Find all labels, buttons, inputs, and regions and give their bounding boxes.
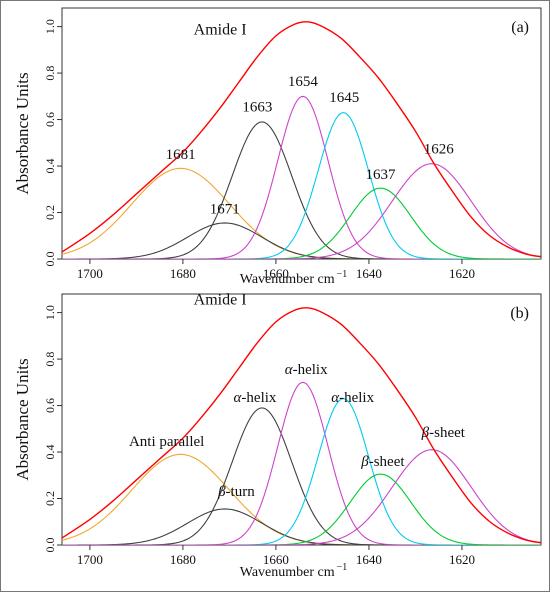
component-curve-4: [62, 112, 541, 259]
component-label-4: α-helix: [331, 390, 374, 406]
panel-label: (a): [511, 19, 529, 36]
panel-b: 1700 1680 1660 1640 1620 0.0 0.2 0.4 0.6 0.8 1.0 Wa…: [13, 291, 542, 580]
x-tick-label: 1640: [356, 266, 382, 281]
component-label-2: α-helix: [234, 390, 277, 406]
x-axis-label-text: Wavenumber cm: [240, 565, 335, 580]
x-axis-label-exponent: −1: [337, 269, 348, 280]
component-curve-6: [62, 163, 541, 259]
y-tick-label: 0.0: [43, 538, 57, 553]
component-label-text: -helix: [339, 390, 374, 406]
y-tick-label: 0.2: [43, 205, 57, 220]
x-tick-label: 1680: [170, 552, 196, 567]
component-label-2: 1663: [242, 99, 272, 115]
y-tick-label: 1.0: [43, 305, 57, 320]
y-tick-label: 0.8: [43, 66, 57, 81]
component-label-4: 1645: [329, 90, 359, 106]
component-curve-5: [62, 187, 541, 259]
y-tick-label: 0.8: [43, 352, 57, 367]
envelope-curve: [62, 21, 541, 258]
x-tick-label: 1620: [449, 266, 475, 281]
component-label-greek: β: [421, 425, 430, 441]
panel-label: (b): [510, 305, 529, 322]
component-label-text: -helix: [293, 362, 328, 378]
component-label-greek: α: [285, 362, 294, 378]
y-tick-label: 0.0: [43, 252, 57, 267]
component-curve-4: [62, 398, 541, 545]
component-label-text: -sheet: [429, 425, 466, 441]
x-tick-label: 1660: [263, 552, 289, 567]
component-label-0: 1681: [166, 147, 196, 163]
component-label-6: 1626: [424, 141, 455, 157]
component-label-greek: β: [360, 454, 369, 470]
component-label-3: α-helix: [285, 362, 328, 378]
component-label-5: β-sheet: [360, 454, 405, 470]
component-label-3: 1654: [288, 74, 319, 90]
plot-area: [62, 21, 541, 259]
component-curve-1: [62, 222, 541, 259]
x-axis-label: Wavenumber cm −1: [240, 269, 348, 287]
component-curve-3: [62, 381, 541, 545]
y-axis-label: Absorbance Units: [13, 358, 32, 480]
y-tick-label: 0.4: [43, 445, 57, 460]
component-label-greek: β: [217, 484, 226, 500]
x-axis-label-exponent: −1: [337, 562, 348, 573]
envelope-label: Amide I: [194, 291, 247, 308]
x-tick-label: 1700: [77, 552, 103, 567]
component-label-1: 1671: [210, 202, 240, 218]
component-label-text: -sheet: [369, 454, 406, 470]
x-tick-label: 1700: [77, 266, 103, 281]
component-label-text: -helix: [241, 390, 276, 406]
component-label-1: β-turn: [217, 484, 255, 500]
plot-area: [62, 307, 541, 545]
component-curve-1: [62, 508, 541, 545]
component-label-5: 1637: [366, 167, 397, 183]
x-tick-label: 1640: [356, 552, 382, 567]
panel-a: 1700 1680 1660 1640 1620 0.0 0.2 0.4 0.6 0.8 1.0 Wa…: [13, 7, 542, 287]
y-tick-label: 0.6: [43, 112, 57, 127]
y-axis-label: Absorbance Units: [13, 72, 32, 194]
envelope-curve: [62, 307, 541, 544]
y-tick-label: 0.2: [43, 491, 57, 506]
x-tick-label: 1620: [449, 552, 475, 567]
x-axis-label: Wavenumber cm −1: [240, 562, 348, 580]
component-label-6: β-sheet: [421, 425, 466, 441]
y-tick-label: 0.4: [43, 159, 57, 174]
component-curve-5: [62, 473, 541, 545]
component-label-0: Anti parallel: [129, 434, 204, 450]
component-label-greek: α: [331, 390, 340, 406]
y-tick-label: 1.0: [43, 19, 57, 34]
component-curve-3: [62, 95, 541, 259]
envelope-label: Amide I: [194, 22, 247, 39]
x-tick-label: 1680: [170, 266, 196, 281]
y-tick-label: 0.6: [43, 398, 57, 413]
x-tick-label: 1660: [263, 266, 289, 281]
component-label-text: -turn: [226, 484, 256, 500]
x-axis-label-text: Wavenumber cm: [240, 272, 335, 287]
component-curve-6: [62, 449, 541, 545]
component-label-greek: α: [234, 390, 243, 406]
